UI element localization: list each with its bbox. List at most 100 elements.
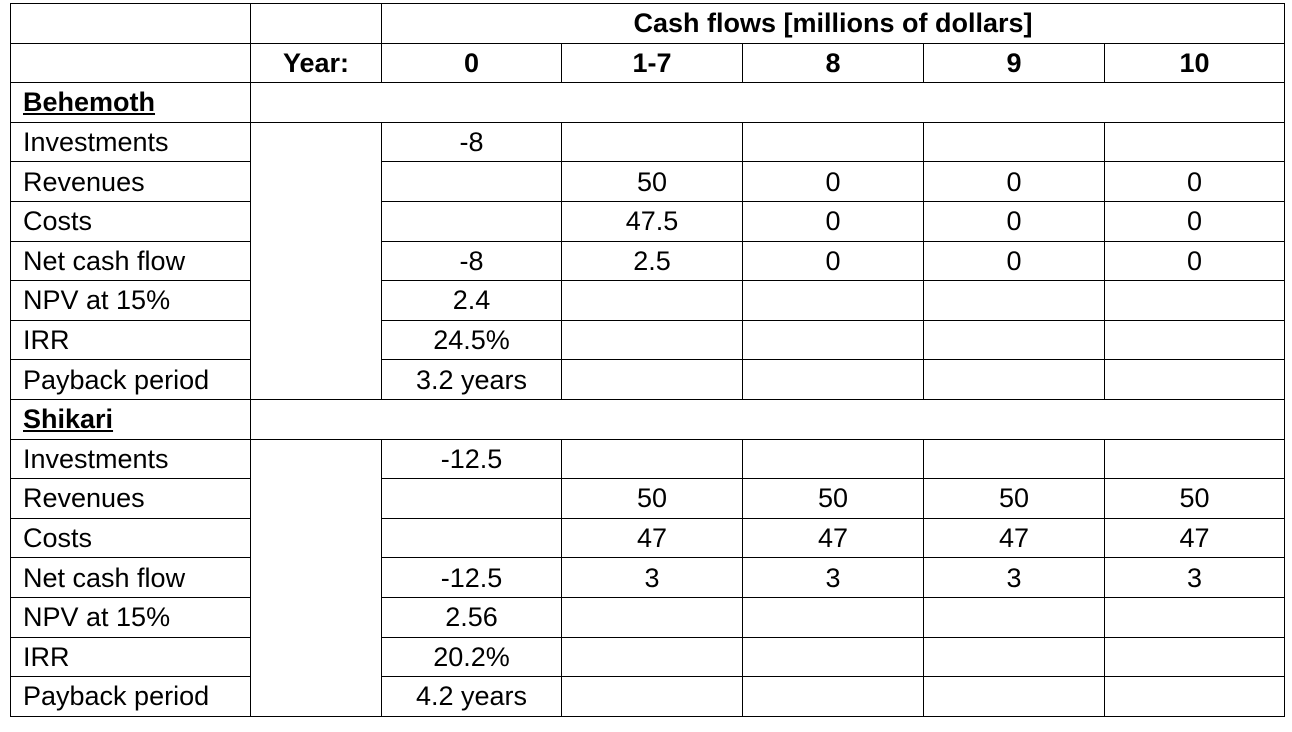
table-cell — [561, 676, 743, 717]
table-row: Investments -8 — [10, 121, 1285, 400]
project-name: Shikari — [10, 398, 251, 440]
table-cell: 0 — [742, 240, 924, 282]
table-cell: 0 — [1104, 200, 1285, 242]
row-label: Payback period — [10, 676, 251, 717]
table-cell: -12.5 — [381, 557, 562, 598]
table-cell — [923, 438, 1105, 480]
table-row: Costs 47 47 47 47 — [10, 517, 1285, 559]
table-cell: 47 — [923, 517, 1105, 559]
table-cell — [381, 200, 562, 242]
row-label: Costs — [10, 517, 251, 559]
table-cell: 0 — [742, 161, 924, 202]
row-label: NPV at 15% — [10, 596, 251, 638]
table-cell — [561, 121, 743, 163]
row-label: Net cash flow — [10, 557, 251, 598]
table-cell: 50 — [742, 478, 924, 519]
table-cell — [381, 478, 562, 519]
table-cell: 3 — [742, 557, 924, 598]
header-empty-cell — [10, 42, 251, 84]
year-header-8: 8 — [742, 42, 924, 84]
table-cell: 20.2% — [381, 636, 562, 678]
year-header-0: 0 — [381, 42, 562, 84]
table-cell: -8 — [381, 121, 562, 163]
row-label: Payback period — [10, 359, 251, 400]
table-cell: 0 — [1104, 240, 1285, 282]
table-cell: 24.5% — [381, 319, 562, 361]
year-header-1-7: 1-7 — [561, 42, 743, 84]
table-row: Net cash flow -12.5 3 3 3 3 — [10, 557, 1285, 598]
table-row: Net cash flow -8 2.5 0 0 0 — [10, 240, 1285, 282]
table-cell: 2.4 — [381, 280, 562, 321]
table-cell — [561, 359, 743, 400]
table-cell: 3 — [923, 557, 1105, 598]
cash-flow-table: Cash flows [millions of dollars] Year: 0… — [10, 3, 1285, 717]
table-cell — [561, 319, 743, 361]
table-cell: 3.2 years — [381, 359, 562, 400]
table-cell — [742, 438, 924, 480]
table-row: IRR 20.2% — [10, 636, 1285, 678]
table-cell — [1104, 676, 1285, 717]
table-cell — [923, 676, 1105, 717]
table-cell — [561, 636, 743, 678]
table-cell — [1104, 280, 1285, 321]
table-cell — [923, 596, 1105, 638]
spacer-column-cell — [250, 121, 382, 400]
header-row-title: Cash flows [millions of dollars] — [10, 3, 1285, 44]
table-cell — [742, 636, 924, 678]
table-cell: 2.56 — [381, 596, 562, 638]
table-cell — [1104, 359, 1285, 400]
table-row: Payback period 4.2 years — [10, 676, 1285, 717]
table-cell — [1104, 596, 1285, 638]
project-section-row: Behemoth — [10, 82, 1285, 123]
table-cell — [742, 280, 924, 321]
table-cell: 2.5 — [561, 240, 743, 282]
row-label: IRR — [10, 636, 251, 678]
table-row: Revenues 50 0 0 0 — [10, 161, 1285, 202]
year-header-10: 10 — [1104, 42, 1285, 84]
table-cell — [923, 121, 1105, 163]
table-cell: 3 — [561, 557, 743, 598]
table-cell — [742, 121, 924, 163]
header-row-years: Year: 0 1-7 8 9 10 — [10, 42, 1285, 84]
table-cell: 0 — [742, 200, 924, 242]
project-section-row: Shikari — [10, 398, 1285, 440]
project-name: Behemoth — [10, 82, 251, 123]
table-cell — [742, 359, 924, 400]
section-empty-cell — [250, 398, 1285, 440]
table-cell — [742, 319, 924, 361]
year-header-9: 9 — [923, 42, 1105, 84]
row-label: Revenues — [10, 161, 251, 202]
table-row: Investments -12.5 — [10, 438, 1285, 717]
table-cell: 50 — [561, 478, 743, 519]
table-cell — [742, 596, 924, 638]
table-cell — [923, 280, 1105, 321]
table-cell: -8 — [381, 240, 562, 282]
table-cell: 3 — [1104, 557, 1285, 598]
table-cell: 50 — [561, 161, 743, 202]
table-cell: 47 — [1104, 517, 1285, 559]
year-label: Year: — [250, 42, 382, 84]
table-cell: 0 — [923, 161, 1105, 202]
table-cell: 4.2 years — [381, 676, 562, 717]
table-cell: 50 — [923, 478, 1105, 519]
table-cell — [1104, 121, 1285, 163]
table-cell — [381, 517, 562, 559]
row-label: NPV at 15% — [10, 280, 251, 321]
header-empty-cell — [10, 3, 251, 44]
table-cell: 47 — [561, 517, 743, 559]
row-label: Investments — [10, 438, 251, 480]
table-row: Costs 47.5 0 0 0 — [10, 200, 1285, 242]
table-row: NPV at 15% 2.56 — [10, 596, 1285, 638]
header-empty-cell — [250, 3, 382, 44]
row-label: Revenues — [10, 478, 251, 519]
section-empty-cell — [250, 82, 1285, 123]
table-cell: 50 — [1104, 478, 1285, 519]
row-label: Costs — [10, 200, 251, 242]
table-cell — [1104, 438, 1285, 480]
table-row: Payback period 3.2 years — [10, 359, 1285, 400]
spacer-column-cell — [250, 438, 382, 717]
table-row: NPV at 15% 2.4 — [10, 280, 1285, 321]
table-cell — [1104, 636, 1285, 678]
table-row: IRR 24.5% — [10, 319, 1285, 361]
